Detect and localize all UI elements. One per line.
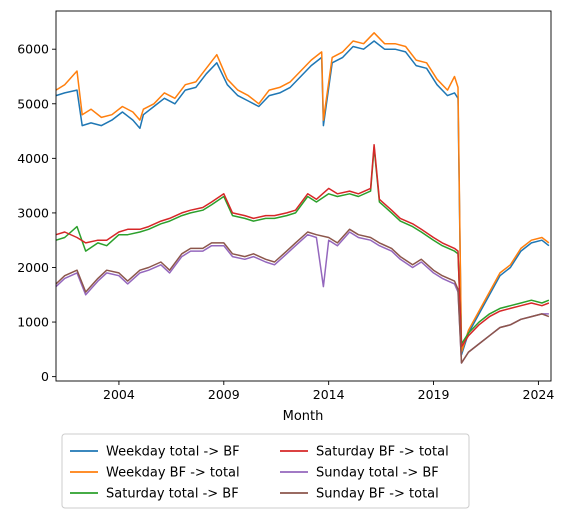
legend: Weekday total -> BF Weekday BF -> total Sa… [61,433,470,509]
x-tick-label: 2019 [418,387,450,402]
x-tick-label: 2014 [313,387,345,402]
x-tick-label: 2024 [523,387,555,402]
y-tick-label: 6000 [17,42,49,57]
y-tick-label: 1000 [17,315,49,330]
series-line-3 [55,146,550,345]
y-tick-label: 0 [41,369,49,384]
series-line-4 [55,143,550,348]
series-line-2 [55,32,550,353]
plot-lines [55,32,550,364]
y-tick-label: 4000 [17,151,49,166]
series-line-6 [55,228,550,364]
y-tick-label: 2000 [17,260,49,275]
legend-label: Weekday total -> BF [106,445,240,460]
y-tick-label: 3000 [17,205,49,220]
legend-label: Saturday total -> BF [106,487,239,502]
legend-label: Saturday BF -> total [316,445,449,460]
plot-frame [55,10,552,382]
legend-label: Sunday BF -> total [316,487,439,502]
x-axis-label: Month [283,409,324,424]
x-tick-label: 2004 [103,387,135,402]
x-tick-label: 2009 [208,387,240,402]
legend-label: Sunday total -> BF [316,466,439,481]
series-line-5 [55,231,549,364]
series-line-1 [55,40,550,356]
x-axis: 2004 2009 2014 2019 2024 [103,381,554,402]
y-axis: 0 1000 2000 3000 4000 5000 6000 [17,42,56,384]
legend-label: Weekday BF -> total [106,466,240,481]
legend-box [61,433,470,509]
y-tick-label: 5000 [17,96,49,111]
